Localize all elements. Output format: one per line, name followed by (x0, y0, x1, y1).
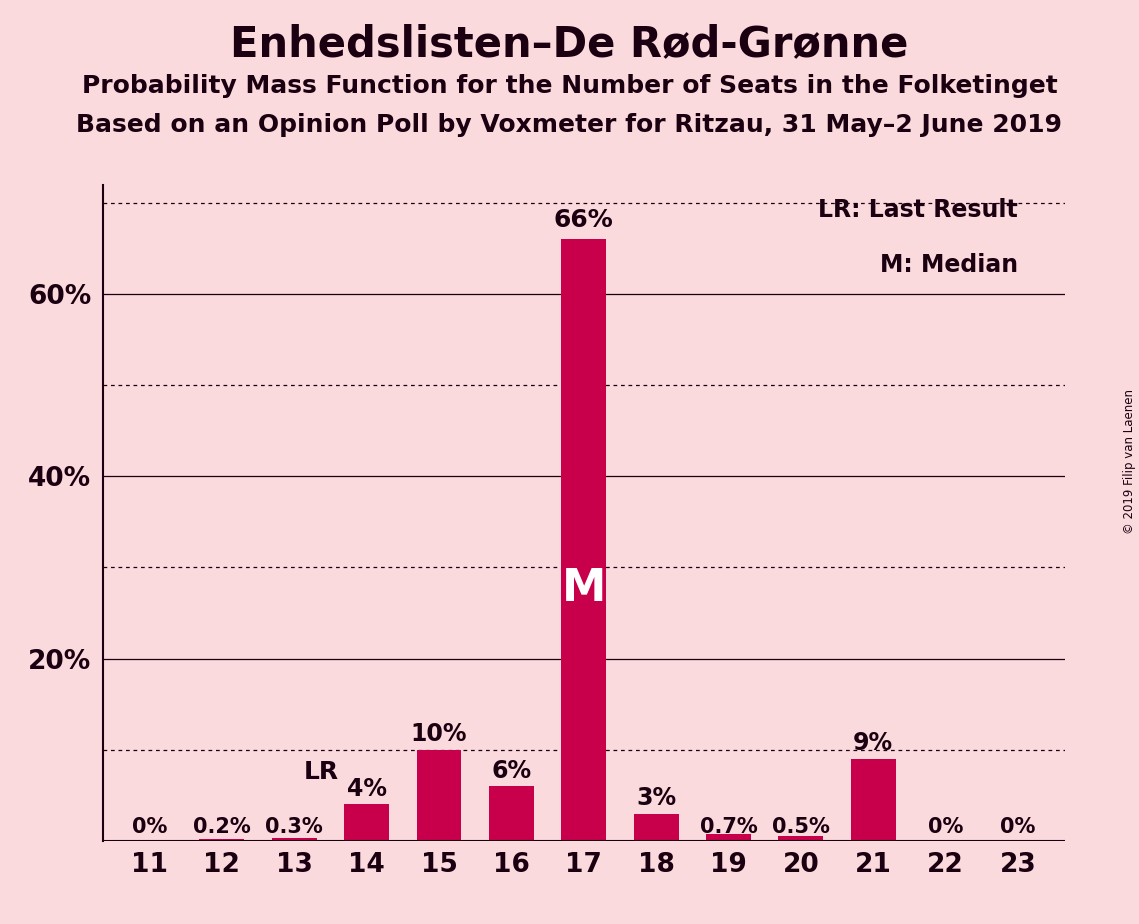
Text: 9%: 9% (853, 731, 893, 755)
Text: Enhedslisten–De Rød-Grønne: Enhedslisten–De Rød-Grønne (230, 23, 909, 65)
Text: 0%: 0% (928, 817, 964, 837)
Text: 0.3%: 0.3% (265, 817, 323, 837)
Text: 10%: 10% (411, 722, 467, 746)
Bar (272, 838, 317, 841)
Text: Probability Mass Function for the Number of Seats in the Folketinget: Probability Mass Function for the Number… (82, 74, 1057, 98)
Text: 6%: 6% (491, 759, 532, 783)
Text: 66%: 66% (554, 208, 614, 232)
Text: 0.5%: 0.5% (772, 817, 830, 837)
Text: 0.7%: 0.7% (699, 817, 757, 837)
Text: Based on an Opinion Poll by Voxmeter for Ritzau, 31 May–2 June 2019: Based on an Opinion Poll by Voxmeter for… (76, 113, 1063, 137)
Text: LR: LR (304, 760, 339, 784)
Text: 0%: 0% (1000, 817, 1035, 837)
Text: © 2019 Filip van Laenen: © 2019 Filip van Laenen (1123, 390, 1137, 534)
Text: 0.2%: 0.2% (192, 817, 251, 837)
Bar (562, 239, 606, 841)
Bar (778, 836, 823, 841)
Bar (199, 839, 245, 841)
Bar (706, 834, 751, 841)
Bar (489, 786, 534, 841)
Bar (417, 749, 461, 841)
Bar (344, 805, 390, 841)
Bar (633, 813, 679, 841)
Text: 3%: 3% (636, 785, 677, 809)
Text: 4%: 4% (346, 777, 386, 801)
Text: M: Median: M: Median (879, 253, 1018, 277)
Text: 0%: 0% (132, 817, 167, 837)
Bar (851, 759, 895, 841)
Text: LR: Last Result: LR: Last Result (818, 199, 1018, 223)
Text: M: M (562, 566, 606, 610)
